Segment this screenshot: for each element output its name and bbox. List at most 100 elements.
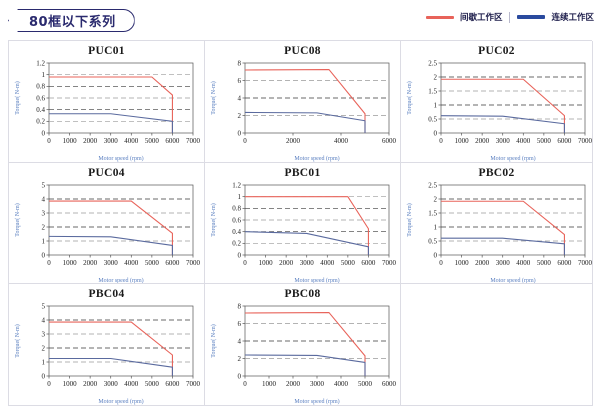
svg-text:4000: 4000 bbox=[334, 137, 349, 145]
svg-text:4000: 4000 bbox=[124, 380, 139, 388]
svg-text:0.6: 0.6 bbox=[36, 94, 45, 102]
legend-swatch-red bbox=[425, 15, 454, 19]
x-axis-label: Motor speed (rpm) bbox=[98, 155, 143, 162]
svg-text:1000: 1000 bbox=[63, 380, 78, 388]
svg-text:2: 2 bbox=[434, 73, 438, 81]
svg-text:1: 1 bbox=[434, 101, 438, 109]
svg-text:2: 2 bbox=[42, 223, 46, 231]
svg-text:1: 1 bbox=[42, 237, 46, 245]
chart-plot: 0 0.2 0.4 0.6 0.8 1 1.2 0 1000 2000 3000 4000 5000 60… bbox=[14, 59, 201, 162]
series-tab-label: 80框以下系列 bbox=[29, 15, 116, 30]
svg-text:6000: 6000 bbox=[361, 259, 376, 267]
svg-text:2000: 2000 bbox=[83, 380, 98, 388]
svg-text:6: 6 bbox=[238, 77, 242, 85]
chart-plot: 0 0.2 0.4 0.6 0.8 1 1.2 0 1000 2000 3000 4000 5000 60… bbox=[210, 181, 397, 283]
chart-title: PUC04 bbox=[88, 166, 125, 179]
series-line bbox=[441, 237, 565, 255]
svg-text:8: 8 bbox=[238, 59, 242, 67]
svg-text:0.2: 0.2 bbox=[36, 118, 45, 126]
x-axis-label: Motor speed (rpm) bbox=[98, 398, 143, 405]
svg-text:5000: 5000 bbox=[537, 137, 552, 145]
svg-text:1.2: 1.2 bbox=[36, 59, 45, 67]
svg-text:0.2: 0.2 bbox=[232, 239, 241, 247]
svg-text:2000: 2000 bbox=[475, 137, 490, 145]
series-line bbox=[49, 358, 173, 377]
svg-text:6000: 6000 bbox=[557, 137, 572, 145]
svg-text:2: 2 bbox=[42, 345, 46, 353]
svg-text:5000: 5000 bbox=[145, 380, 160, 388]
svg-text:4000: 4000 bbox=[516, 259, 531, 267]
legend-swatch-blue bbox=[517, 15, 546, 19]
chart-plot: 0 2 4 6 8 0 1000 2000 3000 4000 5000 6000 Motor spee… bbox=[210, 303, 397, 405]
svg-text:2000: 2000 bbox=[475, 259, 490, 267]
svg-text:3000: 3000 bbox=[104, 380, 119, 388]
svg-text:8: 8 bbox=[238, 303, 242, 311]
svg-text:3000: 3000 bbox=[300, 259, 315, 267]
svg-text:5: 5 bbox=[42, 303, 46, 311]
y-axis-label: Torque( N-m) bbox=[210, 203, 217, 236]
svg-text:0: 0 bbox=[439, 259, 443, 267]
legend-item-continuous: 连续工作区 bbox=[517, 11, 594, 23]
svg-text:6000: 6000 bbox=[165, 380, 180, 388]
svg-text:0: 0 bbox=[434, 251, 438, 259]
svg-text:5000: 5000 bbox=[145, 137, 160, 145]
svg-text:6000: 6000 bbox=[165, 137, 180, 145]
svg-text:0: 0 bbox=[42, 129, 46, 137]
legend-label-continuous: 连续工作区 bbox=[551, 13, 594, 23]
svg-text:7000: 7000 bbox=[578, 137, 593, 145]
svg-text:1000: 1000 bbox=[262, 380, 277, 388]
svg-text:1.5: 1.5 bbox=[428, 87, 437, 95]
chart-title: PBC02 bbox=[478, 166, 515, 179]
svg-text:1000: 1000 bbox=[63, 137, 78, 145]
svg-text:4: 4 bbox=[42, 317, 46, 325]
svg-text:0: 0 bbox=[238, 251, 242, 259]
svg-text:4000: 4000 bbox=[320, 259, 335, 267]
svg-text:1000: 1000 bbox=[455, 259, 470, 267]
series-line bbox=[441, 200, 565, 255]
svg-text:7000: 7000 bbox=[186, 137, 201, 145]
series-line bbox=[48, 235, 173, 255]
chart-plot: 0 0.5 1 1.5 2 2.5 0 1000 2000 3000 4000 5000 6000 700… bbox=[406, 181, 593, 283]
y-axis-label: Torque( N-m) bbox=[14, 325, 21, 358]
legend-divider bbox=[509, 11, 511, 23]
y-axis-label: Torque( N-m) bbox=[210, 81, 217, 114]
svg-text:5000: 5000 bbox=[341, 259, 356, 267]
svg-text:0: 0 bbox=[42, 251, 46, 259]
svg-text:6000: 6000 bbox=[165, 259, 180, 267]
svg-text:0: 0 bbox=[434, 129, 438, 137]
chart-title: PBC08 bbox=[284, 288, 321, 301]
svg-text:0.4: 0.4 bbox=[232, 228, 241, 236]
series-tab[interactable]: 80框以下系列 bbox=[8, 9, 135, 32]
svg-text:4: 4 bbox=[42, 195, 46, 203]
chart-cell-pbc02: PBC02 0 0.5 1 1.5 2 2.5 0 1000 2000 3000 4000 5000 60… bbox=[401, 162, 593, 285]
svg-text:0: 0 bbox=[243, 259, 247, 267]
svg-text:3: 3 bbox=[42, 331, 46, 339]
svg-text:0: 0 bbox=[42, 373, 46, 381]
svg-text:4: 4 bbox=[238, 94, 242, 102]
svg-text:7000: 7000 bbox=[578, 259, 593, 267]
chart-plot: 0 0.5 1 1.5 2 2.5 0 1000 2000 3000 4000 5000 6000 700… bbox=[406, 59, 593, 161]
chart-title: PUC08 bbox=[284, 45, 321, 57]
series-line bbox=[244, 69, 366, 133]
svg-text:1: 1 bbox=[434, 223, 438, 231]
series-line bbox=[49, 113, 173, 133]
svg-text:0.8: 0.8 bbox=[232, 204, 241, 212]
svg-text:2.5: 2.5 bbox=[428, 181, 437, 189]
svg-text:5000: 5000 bbox=[358, 380, 373, 388]
svg-text:0.4: 0.4 bbox=[36, 106, 45, 114]
svg-text:0: 0 bbox=[47, 259, 51, 267]
svg-text:2: 2 bbox=[238, 112, 242, 120]
series-line bbox=[441, 78, 565, 133]
svg-text:5000: 5000 bbox=[145, 259, 160, 267]
svg-text:7000: 7000 bbox=[186, 259, 201, 267]
svg-text:3000: 3000 bbox=[104, 259, 119, 267]
y-axis-label: Torque( N-m) bbox=[14, 81, 21, 114]
svg-text:6000: 6000 bbox=[557, 259, 572, 267]
svg-text:1000: 1000 bbox=[455, 137, 470, 145]
series-line bbox=[244, 354, 366, 377]
series-line bbox=[49, 200, 173, 255]
svg-text:6000: 6000 bbox=[382, 137, 397, 145]
svg-text:4000: 4000 bbox=[124, 137, 139, 145]
chart-legend: 间歇工作区 连续工作区 bbox=[425, 11, 594, 23]
y-axis-label: Torque( N-m) bbox=[406, 203, 413, 236]
